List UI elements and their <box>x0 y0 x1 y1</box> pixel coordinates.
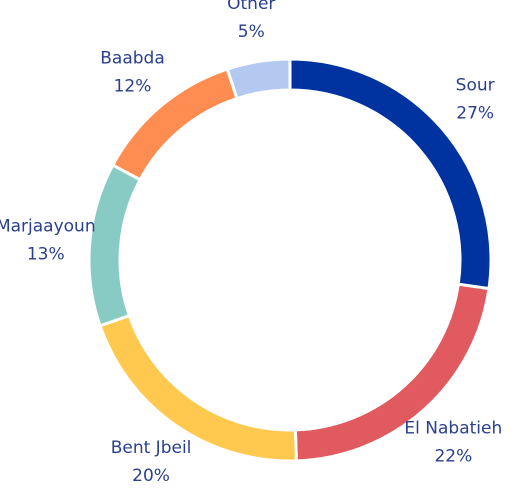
slice-label: Baabda <box>100 48 165 68</box>
slice-value-label: 5% <box>238 22 265 42</box>
slice-value-label: 22% <box>434 447 472 467</box>
slice-value-label: 13% <box>27 245 65 265</box>
slice-label: Marjaayoun <box>0 217 96 237</box>
slice-value-label: 20% <box>132 466 170 486</box>
donut-slice <box>225 57 292 101</box>
slice-label: Bent Jbeil <box>111 438 192 458</box>
slice-label: Sour <box>456 76 495 96</box>
slice-label: Other <box>227 0 275 14</box>
slice-value-label: 27% <box>456 104 494 124</box>
slice-value-label: 12% <box>114 76 152 96</box>
slice-label: El Nabatieh <box>404 419 502 439</box>
donut-slice <box>87 163 143 328</box>
